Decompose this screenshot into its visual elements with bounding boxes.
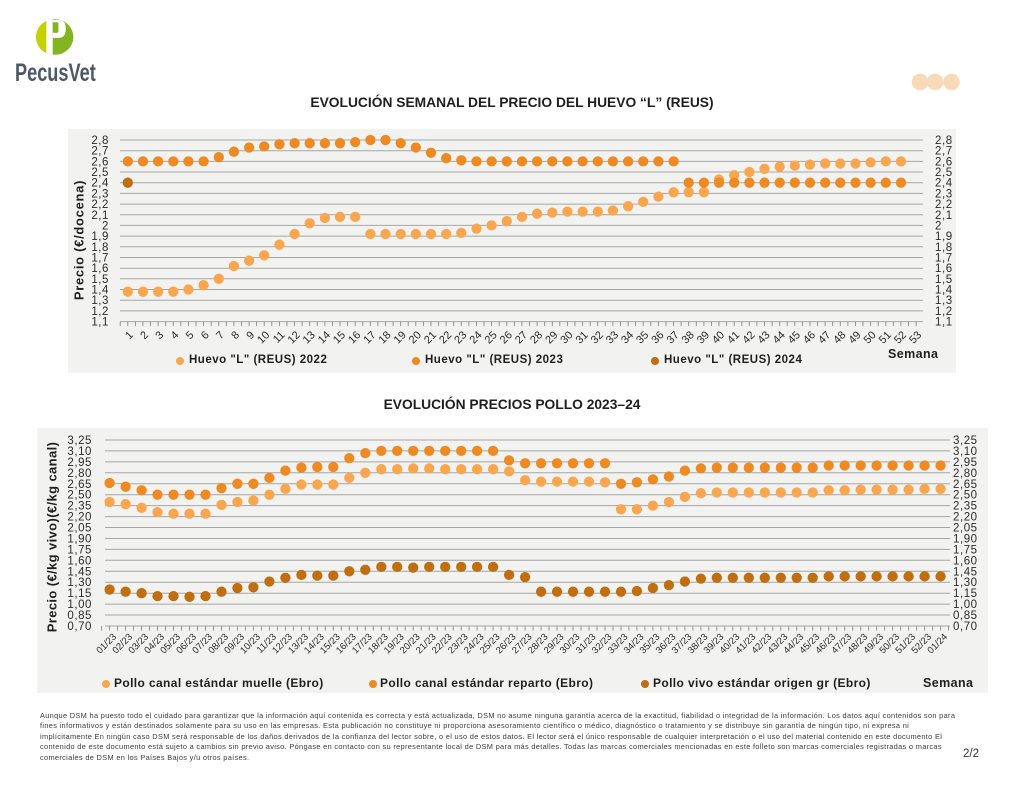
svg-text:2,3: 2,3 [935, 188, 953, 200]
svg-text:1,60: 1,60 [67, 555, 92, 567]
svg-text:2,80: 2,80 [953, 468, 978, 480]
svg-text:2,2: 2,2 [935, 199, 953, 211]
svg-text:2,4: 2,4 [91, 178, 109, 190]
svg-text:2,7: 2,7 [91, 146, 109, 158]
svg-text:3,25: 3,25 [67, 435, 92, 447]
svg-text:1,6: 1,6 [91, 263, 109, 275]
svg-text:2,1: 2,1 [91, 210, 109, 222]
svg-text:2,20: 2,20 [953, 512, 978, 524]
svg-text:1,30: 1,30 [67, 577, 92, 589]
svg-text:Precio (€/docena): Precio (€/docena) [72, 180, 87, 300]
svg-text:2: 2 [935, 220, 942, 232]
svg-text:Precio (€/kg vivo)(€/kg canal): Precio (€/kg vivo)(€/kg canal) [45, 442, 60, 633]
svg-text:1,30: 1,30 [953, 577, 978, 589]
svg-text:2,5: 2,5 [935, 167, 953, 179]
svg-text:1,5: 1,5 [91, 274, 109, 286]
svg-text:2: 2 [102, 220, 109, 232]
svg-text:2,50: 2,50 [953, 490, 978, 502]
svg-text:1,60: 1,60 [953, 555, 978, 567]
svg-text:1,45: 1,45 [953, 566, 978, 578]
svg-text:1,4: 1,4 [91, 285, 109, 297]
svg-text:1,9: 1,9 [935, 231, 953, 243]
svg-text:1,8: 1,8 [935, 242, 953, 254]
svg-text:2,1: 2,1 [935, 210, 953, 222]
svg-text:1,75: 1,75 [67, 544, 92, 556]
svg-text:2,3: 2,3 [91, 188, 109, 200]
svg-text:2,35: 2,35 [67, 501, 92, 513]
svg-text:1,7: 1,7 [91, 253, 109, 265]
svg-text:1,7: 1,7 [935, 253, 953, 265]
svg-text:2,6: 2,6 [935, 156, 953, 168]
svg-text:2,8: 2,8 [91, 135, 109, 147]
svg-text:2,95: 2,95 [67, 457, 92, 469]
svg-text:2,2: 2,2 [91, 199, 109, 211]
svg-text:2,4: 2,4 [935, 178, 953, 190]
svg-text:1,6: 1,6 [935, 263, 953, 275]
svg-text:1,90: 1,90 [67, 534, 92, 546]
svg-text:1,00: 1,00 [953, 599, 978, 611]
svg-text:1,3: 1,3 [91, 295, 109, 307]
svg-text:1,90: 1,90 [953, 534, 978, 546]
svg-text:3,10: 3,10 [953, 446, 978, 458]
svg-text:2,95: 2,95 [953, 457, 978, 469]
svg-text:1,45: 1,45 [67, 566, 92, 578]
svg-text:0,85: 0,85 [953, 610, 978, 622]
svg-text:2,5: 2,5 [91, 167, 109, 179]
svg-text:1,2: 1,2 [935, 306, 953, 318]
svg-text:1,8: 1,8 [91, 242, 109, 254]
svg-text:3,10: 3,10 [67, 446, 92, 458]
svg-text:1,15: 1,15 [67, 588, 92, 600]
svg-text:2,50: 2,50 [67, 490, 92, 502]
svg-text:1,15: 1,15 [953, 588, 978, 600]
svg-text:2,65: 2,65 [67, 479, 92, 491]
svg-text:2,6: 2,6 [91, 156, 109, 168]
svg-text:2,35: 2,35 [953, 501, 978, 513]
svg-text:1,1: 1,1 [91, 317, 109, 329]
svg-text:1,9: 1,9 [91, 231, 109, 243]
svg-text:1,5: 1,5 [935, 274, 953, 286]
svg-text:2,80: 2,80 [67, 468, 92, 480]
svg-text:2,65: 2,65 [953, 479, 978, 491]
svg-text:2,8: 2,8 [935, 135, 953, 147]
svg-text:0,70: 0,70 [67, 621, 92, 633]
svg-text:2,7: 2,7 [935, 146, 953, 158]
svg-text:1,75: 1,75 [953, 544, 978, 556]
svg-text:2,05: 2,05 [953, 523, 978, 535]
svg-text:0,85: 0,85 [67, 610, 92, 622]
svg-text:2,20: 2,20 [67, 512, 92, 524]
svg-text:3,25: 3,25 [953, 435, 978, 447]
svg-text:0,70: 0,70 [953, 621, 978, 633]
svg-text:1,2: 1,2 [91, 306, 109, 318]
svg-text:1,3: 1,3 [935, 295, 953, 307]
svg-text:1,1: 1,1 [935, 317, 953, 329]
svg-text:1,4: 1,4 [935, 285, 953, 297]
svg-text:2,05: 2,05 [67, 523, 92, 535]
svg-text:1,00: 1,00 [67, 599, 92, 611]
